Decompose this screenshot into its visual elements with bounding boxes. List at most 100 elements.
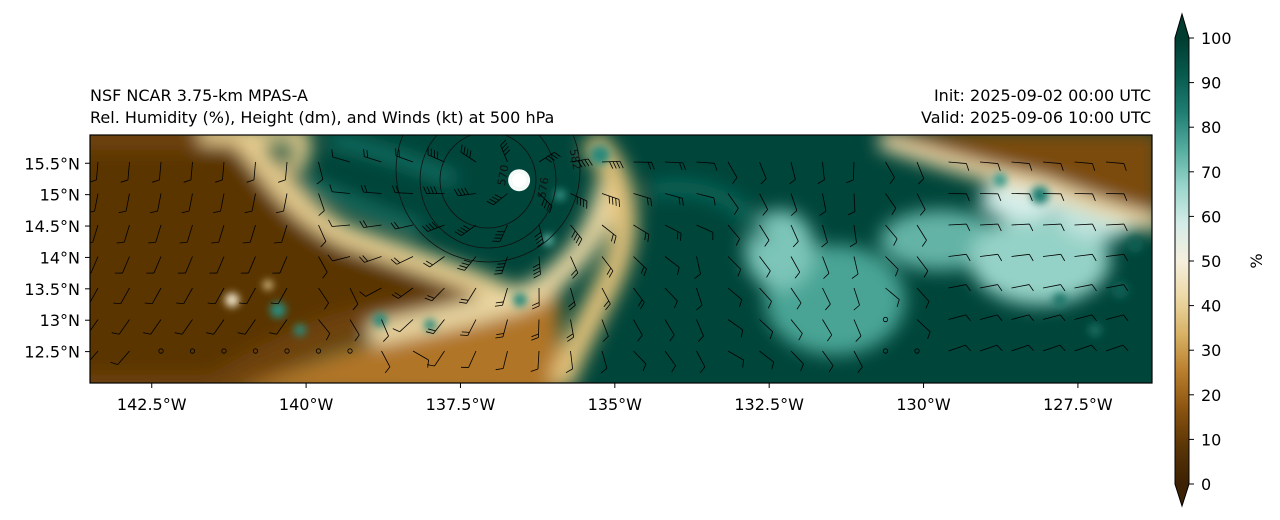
wind-barb [664,193,684,206]
wind-barb [318,193,325,216]
wind-barb [568,287,576,311]
wind-barb [790,193,798,216]
calm-wind-marker [882,316,889,323]
wind-barb [979,314,1003,322]
wind-barb [916,287,930,309]
colorbar-tick-label: 80 [1201,118,1221,137]
wind-barb [329,184,351,194]
title-model: NSF NCAR 3.75-km MPAS-A [90,86,308,105]
wind-barb [727,224,740,246]
colorbar-scale [1175,38,1189,484]
wind-barb [1074,161,1096,171]
wind-barb [694,256,701,279]
wind-barb [1042,344,1066,352]
wind-barb [460,319,477,336]
colorbar-tick-label: 100 [1201,29,1232,48]
height-contour-570 [439,135,537,229]
wind-barb [633,287,645,310]
wind-barb [916,319,931,340]
wind-barb [601,256,614,278]
wind-barb [1042,314,1066,322]
wind-barb [114,256,130,274]
wind-barb [531,319,540,341]
wind-barb [424,287,445,302]
wind-barb [819,193,827,216]
wind-barb [213,193,225,214]
wind-barb [211,224,225,244]
wind-barb [207,287,225,305]
wind-barb [118,193,130,214]
wind-barb [318,319,331,341]
wind-barb [363,148,382,163]
wind-barb [538,193,553,214]
wind-barb [318,224,327,248]
calm-wind-marker [914,348,920,354]
wind-barb [1011,193,1033,202]
colorbar-tick-label: 20 [1201,386,1221,405]
lon-tick-label: 142.5°W [117,395,187,414]
wind-barb [412,350,429,368]
colorbar-extend-max [1175,14,1189,38]
wind-barb [1074,253,1097,262]
wind-barb [790,287,802,310]
wind-barb [849,224,857,248]
wind-barb [822,319,833,342]
lat-tick-label: 12.5°N [24,343,80,362]
wind-barb [696,287,703,311]
calm-wind-marker [189,348,196,354]
lon-tick-label: 130°W [896,395,951,414]
wind-barb [664,287,678,309]
wind-barb [847,193,856,216]
moist-cells [225,145,1143,337]
wind-barbs [90,139,1129,374]
wind-barb [1011,284,1034,292]
wind-barb [1011,344,1034,352]
wind-barb [1074,223,1097,232]
wind-barb [633,161,655,170]
wind-barb [181,193,193,214]
wind-barb [427,147,445,163]
wind-barb [1105,344,1129,352]
wind-barb [359,255,382,263]
wind-barb [318,287,329,310]
wind-barb [116,224,130,244]
wind-barb [148,224,162,244]
wind-barb [664,224,682,241]
wind-barb [538,151,561,163]
wind-barb [327,254,351,262]
wind-barb [601,287,611,311]
wind-barb [790,350,804,372]
wind-barb [1074,344,1097,352]
wind-barb [278,161,288,183]
wind-barb [423,186,445,194]
wind-barb [90,287,99,304]
wind-barb [790,319,803,341]
wind-barb [727,350,744,368]
wind-barb [789,161,796,185]
calm-wind-marker [347,348,353,354]
wind-barb [328,219,351,227]
wind-barb [494,287,508,307]
wind-barb [727,319,744,338]
wind-barb [422,221,445,232]
wind-barb [453,187,477,197]
wind-barb [146,256,162,274]
wind-barb [885,224,898,246]
wind-barb [916,256,929,278]
wind-barb [381,350,391,374]
wind-barb [460,144,477,163]
wind-barb [423,256,445,268]
wind-barb [495,319,508,339]
wind-barb [759,193,769,216]
calm-wind-marker [315,348,322,354]
wind-barb [206,319,225,335]
colorbar-tick-label: 0 [1201,475,1211,494]
wind-barb [1011,223,1034,232]
latitude-axis: 15.5°N 15°N 14.5°N 14°N 13.5°N 13°N 12.5°N [24,154,90,362]
wind-barb [633,193,653,207]
wind-barb [494,256,508,275]
wind-barb [822,350,834,373]
wind-barb [601,160,624,169]
wind-barb [1011,253,1034,262]
